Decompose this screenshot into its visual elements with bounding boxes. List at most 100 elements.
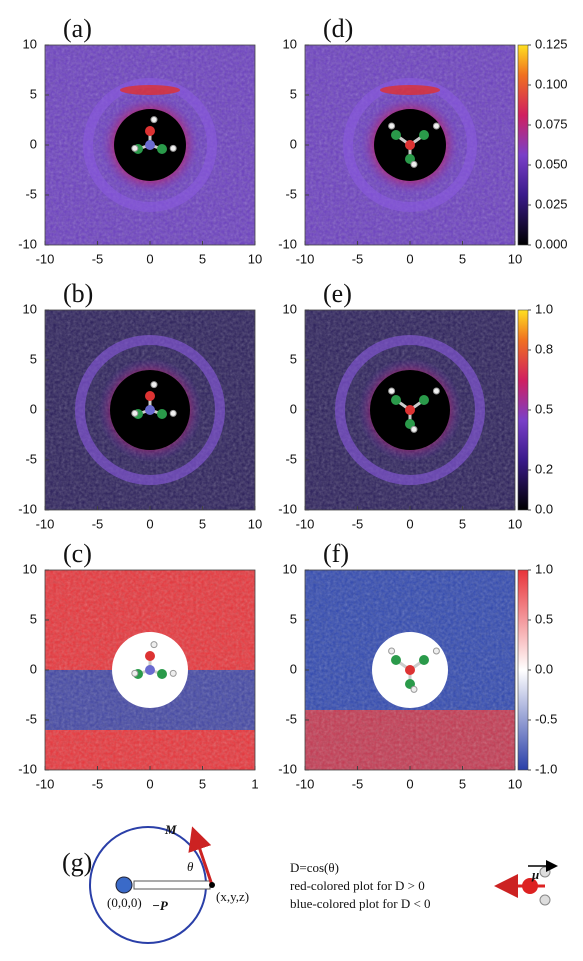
atom bbox=[157, 409, 167, 419]
atom bbox=[151, 642, 157, 648]
atom bbox=[411, 426, 417, 432]
atom bbox=[389, 123, 395, 129]
colorbar-label: 0.100 bbox=[535, 76, 568, 91]
atom bbox=[145, 651, 155, 661]
atom bbox=[419, 655, 429, 665]
atom bbox=[405, 140, 415, 150]
x-tick-label: -10 bbox=[36, 516, 55, 531]
panel: (e)-10-50510-10-50510 bbox=[278, 279, 522, 531]
colorbar-label: 0.2 bbox=[535, 461, 553, 476]
x-tick-label: 10 bbox=[508, 776, 522, 791]
figure: (a)-10-50510-10-50510(d)-10-50510-10-505… bbox=[0, 0, 583, 961]
colorbar-gradient bbox=[518, 45, 528, 245]
colorbar-label: 0.0 bbox=[535, 661, 553, 676]
x-tick-label: 5 bbox=[199, 251, 206, 266]
atom bbox=[433, 388, 439, 394]
heatmap bbox=[45, 570, 255, 770]
y-tick-label: 5 bbox=[290, 611, 297, 626]
y-tick-label: -5 bbox=[285, 711, 297, 726]
atom bbox=[411, 161, 417, 167]
atom bbox=[419, 395, 429, 405]
panel-label: (g) bbox=[62, 848, 92, 877]
m-label: M bbox=[164, 822, 177, 837]
colorbar-label: 0.075 bbox=[535, 116, 568, 131]
x-tick-label: -10 bbox=[296, 251, 315, 266]
panel: (c)-10-5051-10-50510 bbox=[18, 539, 258, 791]
atom bbox=[132, 410, 138, 416]
x-tick-label: -5 bbox=[92, 516, 104, 531]
text-line: blue-colored plot for D < 0 bbox=[290, 896, 431, 911]
x-tick-label: -5 bbox=[352, 776, 364, 791]
m-arrow bbox=[194, 832, 212, 885]
y-tick-label: -10 bbox=[278, 761, 297, 776]
colorbar-label: 0.025 bbox=[535, 196, 568, 211]
x-tick-label: 0 bbox=[406, 516, 413, 531]
x-tick-label: 10 bbox=[248, 251, 262, 266]
x-tick-label: -5 bbox=[352, 251, 364, 266]
colorbar-label: -0.5 bbox=[535, 711, 557, 726]
ring-arc bbox=[380, 85, 440, 95]
atom bbox=[170, 410, 176, 416]
atom bbox=[170, 145, 176, 151]
y-tick-label: 0 bbox=[30, 401, 37, 416]
x-tick-label: 1 bbox=[251, 776, 258, 791]
colorbar: 0.00.20.50.81.0 bbox=[518, 301, 553, 516]
y-tick-label: 0 bbox=[290, 136, 297, 151]
atom bbox=[433, 123, 439, 129]
x-tick-label: 0 bbox=[406, 776, 413, 791]
p-label: −P bbox=[152, 898, 169, 913]
y-tick-label: -5 bbox=[25, 451, 37, 466]
colorbar-label: 0.5 bbox=[535, 611, 553, 626]
y-tick-label: -5 bbox=[285, 186, 297, 201]
atom bbox=[132, 145, 138, 151]
colorbar-label: -1.0 bbox=[535, 761, 557, 776]
colorbar-gradient bbox=[518, 570, 528, 770]
point-label: (x,y,z) bbox=[216, 889, 249, 904]
atom bbox=[391, 130, 401, 140]
x-tick-label: 10 bbox=[248, 516, 262, 531]
x-tick-label: -10 bbox=[36, 776, 55, 791]
y-tick-label: 5 bbox=[30, 611, 37, 626]
y-tick-label: -10 bbox=[18, 761, 37, 776]
x-tick-label: -5 bbox=[92, 776, 104, 791]
y-tick-label: 10 bbox=[283, 36, 297, 51]
atom bbox=[145, 391, 155, 401]
atom bbox=[411, 686, 417, 692]
y-tick-label: 10 bbox=[283, 301, 297, 316]
panel-label: (d) bbox=[323, 14, 353, 43]
colorbar-gradient bbox=[518, 310, 528, 510]
heatmap bbox=[45, 45, 255, 245]
point bbox=[209, 882, 215, 888]
atom bbox=[151, 382, 157, 388]
atom bbox=[132, 670, 138, 676]
atom bbox=[419, 130, 429, 140]
panel-label: (c) bbox=[63, 539, 92, 568]
mu-label: μ bbox=[531, 867, 539, 882]
y-tick-label: 0 bbox=[30, 136, 37, 151]
x-tick-label: 5 bbox=[459, 251, 466, 266]
atom bbox=[151, 117, 157, 123]
y-tick-label: 5 bbox=[30, 351, 37, 366]
atom bbox=[540, 867, 550, 877]
ring-arc bbox=[120, 85, 180, 95]
colorbar-label: 0.050 bbox=[535, 156, 568, 171]
panel-label: (a) bbox=[63, 14, 92, 43]
x-tick-label: 5 bbox=[199, 516, 206, 531]
text-line: D=cos(θ) bbox=[290, 860, 339, 875]
atom bbox=[145, 405, 155, 415]
x-tick-label: 10 bbox=[508, 516, 522, 531]
y-tick-label: -5 bbox=[285, 451, 297, 466]
y-tick-label: -5 bbox=[25, 186, 37, 201]
x-tick-label: 0 bbox=[146, 251, 153, 266]
x-tick-label: 0 bbox=[406, 251, 413, 266]
x-tick-label: 5 bbox=[199, 776, 206, 791]
y-tick-label: 10 bbox=[23, 561, 37, 576]
y-tick-label: -10 bbox=[18, 236, 37, 251]
atom bbox=[145, 665, 155, 675]
y-tick-label: -10 bbox=[278, 501, 297, 516]
atom bbox=[433, 648, 439, 654]
x-tick-label: -10 bbox=[296, 516, 315, 531]
colorbar-label: 0.5 bbox=[535, 401, 553, 416]
